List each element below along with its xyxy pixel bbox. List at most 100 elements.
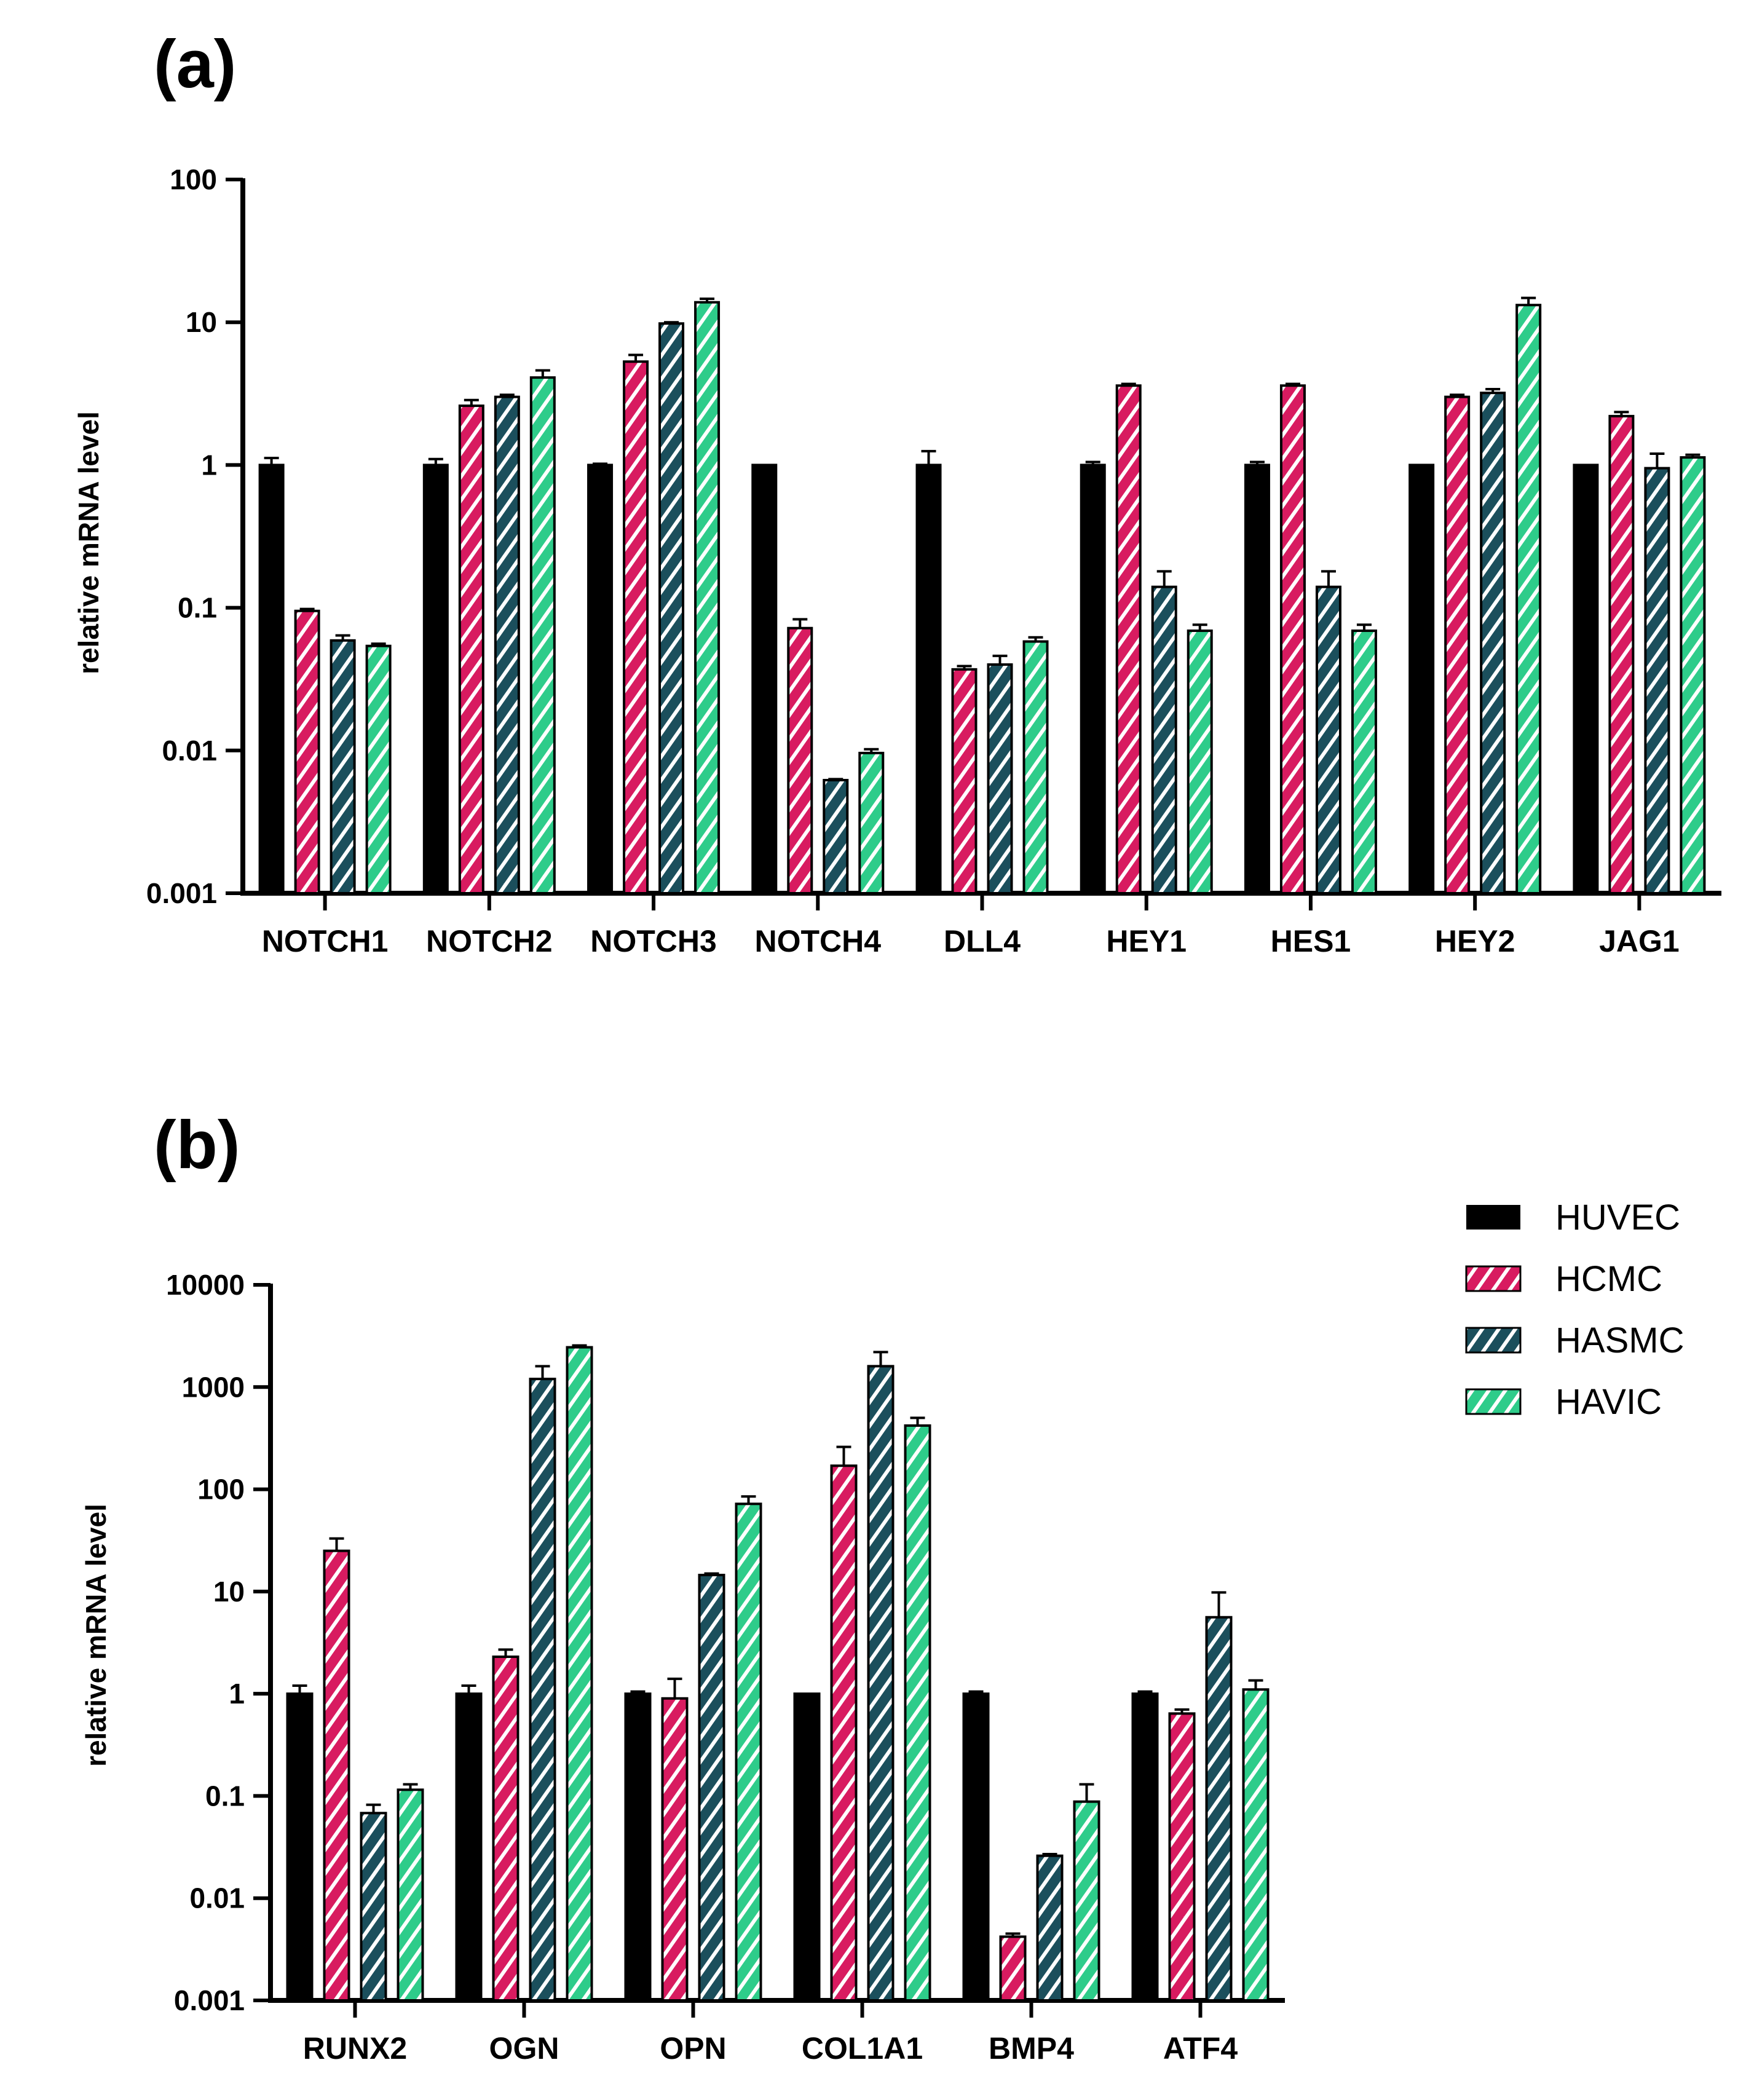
legend-label-havic: HAVIC bbox=[1555, 1382, 1662, 1422]
bar-col1a1-havic bbox=[904, 1424, 931, 2002]
bar-dll4-hasmc bbox=[987, 663, 1013, 895]
y-tick-label: 0.1 bbox=[178, 592, 217, 624]
bar-ogn-havic bbox=[566, 1346, 593, 2002]
bar-bmp4-havic bbox=[1073, 1800, 1100, 2002]
bar-atf4-havic bbox=[1242, 1688, 1270, 2002]
panel-b-label: (b) bbox=[154, 1107, 240, 1183]
category-label: HEY2 bbox=[1435, 924, 1515, 958]
bar-notch3-hcmc bbox=[623, 360, 649, 894]
bar-dll4-hcmc bbox=[951, 668, 978, 894]
bar-notch3-hasmc bbox=[658, 322, 685, 894]
bar-ogn-hasmc bbox=[529, 1378, 556, 2002]
category-label: HES1 bbox=[1271, 924, 1351, 958]
bar-ogn-huvec bbox=[455, 1692, 483, 2002]
panel-a-label: (a) bbox=[154, 26, 236, 102]
category-label: OGN bbox=[489, 2031, 559, 2066]
bar-bmp4-hasmc bbox=[1036, 1854, 1064, 2002]
bar-hey1-hcmc bbox=[1115, 384, 1142, 894]
bar-hes1-huvec bbox=[1244, 464, 1270, 894]
y-tick-label: 100 bbox=[197, 1474, 245, 1506]
y-tick-label: 0.01 bbox=[162, 735, 217, 767]
category-label: RUNX2 bbox=[303, 2031, 407, 2066]
y-tick-label: 0.1 bbox=[205, 1780, 245, 1812]
y-tick-label: 0.001 bbox=[174, 1984, 245, 2016]
bar-notch1-hcmc bbox=[294, 609, 320, 894]
bar-atf4-huvec bbox=[1131, 1692, 1159, 2002]
bar-notch3-huvec bbox=[587, 464, 614, 894]
bar-jag1-hasmc bbox=[1644, 467, 1670, 894]
bar-notch4-hcmc bbox=[787, 626, 813, 895]
bar-col1a1-hasmc bbox=[867, 1365, 895, 2002]
bar-dll4-huvec bbox=[915, 464, 942, 894]
bar-hes1-hcmc bbox=[1279, 384, 1306, 894]
bar-hey1-huvec bbox=[1080, 464, 1106, 894]
bar-opn-hasmc bbox=[698, 1574, 725, 2002]
bar-hey1-hasmc bbox=[1151, 585, 1177, 894]
y-tick-label: 100 bbox=[170, 164, 217, 195]
category-label: NOTCH2 bbox=[426, 924, 553, 958]
legend: HUVEC HCMC HASMC HAVIC bbox=[1465, 1198, 1684, 1422]
bar-notch3-havic bbox=[694, 301, 721, 894]
bar-runx2-hasmc bbox=[360, 1812, 387, 2002]
legend-swatch-huvec bbox=[1466, 1205, 1520, 1230]
bar-notch4-hasmc bbox=[823, 779, 849, 894]
bar-hey2-huvec bbox=[1408, 464, 1435, 894]
legend-swatch-hcmc bbox=[1465, 1265, 1522, 1292]
bar-notch4-huvec bbox=[751, 464, 778, 894]
category-label: NOTCH3 bbox=[590, 924, 717, 958]
category-label: ATF4 bbox=[1163, 2031, 1238, 2066]
bar-ogn-hcmc bbox=[492, 1655, 519, 2002]
category-label: NOTCH1 bbox=[262, 924, 389, 958]
y-tick-label: 0.001 bbox=[146, 877, 217, 909]
category-label: COL1A1 bbox=[802, 2031, 923, 2066]
bar-hey2-hasmc bbox=[1480, 392, 1506, 894]
bar-col1a1-hcmc bbox=[830, 1464, 858, 2002]
panel-b-axes: 0.001 0.01 0.1 1 10 100 1000 10000 RUNX2 OGN OPN CO… bbox=[166, 1269, 1285, 2066]
legend-swatch-hasmc bbox=[1465, 1327, 1522, 1354]
bar-hey1-havic bbox=[1187, 630, 1213, 895]
bar-hes1-hasmc bbox=[1315, 585, 1341, 894]
y-tick-label: 0.01 bbox=[189, 1882, 245, 1914]
bar-bmp4-huvec bbox=[962, 1692, 990, 2002]
y-tick-label: 10000 bbox=[166, 1269, 245, 1301]
category-label: BMP4 bbox=[989, 2031, 1074, 2066]
bar-notch2-huvec bbox=[422, 464, 449, 894]
bar-opn-huvec bbox=[624, 1692, 652, 2002]
bar-hey2-hcmc bbox=[1444, 395, 1471, 894]
bar-runx2-hcmc bbox=[323, 1549, 350, 2002]
legend-label-hcmc: HCMC bbox=[1555, 1259, 1662, 1299]
panel-a-chart: (a) relative mRNA level 0.001 0.01 0.1 1 10 1… bbox=[73, 26, 1721, 958]
bar-col1a1-huvec bbox=[793, 1692, 821, 2002]
y-tick-label: 10 bbox=[186, 306, 217, 338]
bar-opn-havic bbox=[735, 1502, 762, 2002]
bar-runx2-havic bbox=[397, 1788, 424, 2002]
category-label: JAG1 bbox=[1599, 924, 1680, 958]
bar-hes1-havic bbox=[1351, 630, 1377, 895]
y-tick-label: 1 bbox=[201, 449, 217, 481]
bar-bmp4-hcmc bbox=[999, 1935, 1027, 2002]
bar-notch1-hasmc bbox=[330, 639, 356, 894]
bar-notch2-havic bbox=[529, 376, 556, 894]
panel-b-ylabel: relative mRNA level bbox=[80, 1504, 112, 1767]
bar-jag1-huvec bbox=[1573, 464, 1599, 894]
category-label: HEY1 bbox=[1106, 924, 1187, 958]
bar-notch2-hasmc bbox=[494, 395, 520, 894]
panel-a-axes: 0.001 0.01 0.1 1 10 100 NOTCH1 NOTCH2 NOTCH3 NOTC… bbox=[146, 164, 1721, 958]
y-tick-label: 1 bbox=[229, 1678, 245, 1710]
bar-opn-hcmc bbox=[661, 1697, 689, 2002]
bar-notch1-huvec bbox=[258, 464, 285, 894]
bar-atf4-hasmc bbox=[1205, 1616, 1233, 2002]
bar-dll4-havic bbox=[1022, 640, 1049, 894]
category-label: DLL4 bbox=[944, 924, 1021, 958]
y-tick-label: 1000 bbox=[182, 1371, 245, 1403]
bar-runx2-huvec bbox=[286, 1692, 314, 2002]
legend-label-hasmc: HASMC bbox=[1555, 1320, 1684, 1360]
panel-a-bars bbox=[258, 296, 1706, 895]
y-tick-label: 10 bbox=[213, 1576, 245, 1608]
legend-swatch-havic bbox=[1465, 1388, 1522, 1415]
panel-b-chart: (b) relative mRNA level 0.001 0.01 0.1 1 10 1… bbox=[80, 1107, 1285, 2066]
bar-hey2-havic bbox=[1515, 304, 1542, 894]
bar-notch2-hcmc bbox=[458, 405, 484, 894]
category-label: OPN bbox=[660, 2031, 726, 2066]
